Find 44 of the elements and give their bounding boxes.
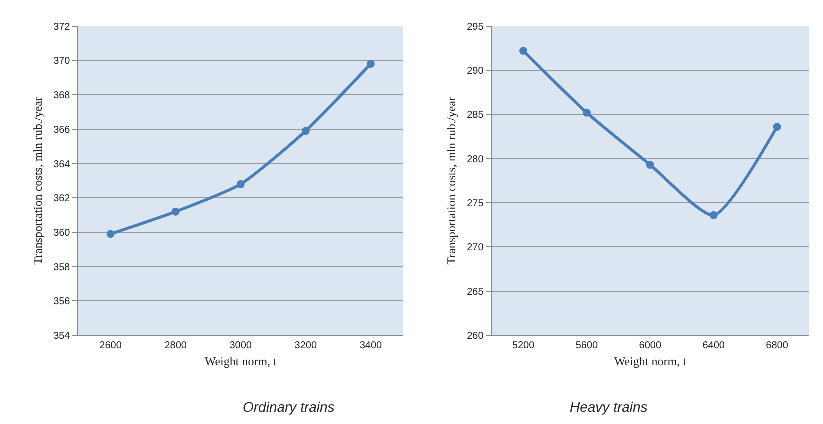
point	[236, 180, 245, 188]
y-tick-label: 275	[467, 198, 484, 210]
x-axis-title: Weight norm, t	[614, 354, 688, 368]
y-tick-label: 366	[54, 124, 71, 136]
y-tick-label: 290	[467, 66, 484, 77]
point	[520, 47, 528, 56]
text: Ordinary trains	[243, 399, 335, 415]
point	[172, 208, 180, 216]
y-tick-label: 362	[54, 194, 71, 205]
point	[366, 60, 375, 68]
point	[710, 211, 718, 220]
x-tick-label: 5600	[576, 340, 599, 352]
y-tick-label: 360	[54, 228, 71, 239]
point	[646, 161, 654, 170]
x-tick-label: 3000	[230, 340, 252, 352]
y-tick-label: 370	[54, 56, 71, 68]
y-tick-label: 280	[467, 154, 484, 166]
y-tick-label: 364	[54, 159, 71, 170]
y-tick-label: 260	[467, 331, 484, 342]
x-tick-label: 2600	[100, 340, 122, 352]
y-tick-label: 358	[54, 262, 71, 274]
x-tick-label: 3200	[294, 340, 318, 352]
y-tick-label: 285	[467, 110, 484, 122]
y-axis-title: Transportation costs, mln rub./year	[30, 97, 45, 265]
x-tick-label: 6000	[639, 340, 662, 352]
x-axis-title: Weight norm, t	[204, 354, 278, 368]
y-tick-label: 270	[467, 242, 484, 254]
x-tick-label: 6400	[702, 340, 726, 352]
y-tick-label: 354	[54, 331, 71, 342]
y-tick-label: 372	[54, 22, 71, 33]
x-tick-label: 2800	[164, 340, 188, 352]
x-tick-label: 6800	[766, 340, 789, 352]
point	[106, 230, 115, 238]
point	[302, 127, 310, 136]
x-tick-label: 3400	[360, 340, 383, 352]
y-axis-title: Transportation costs, mln rub./year	[444, 97, 458, 265]
point	[582, 108, 591, 117]
y-tick-label: 368	[54, 90, 71, 102]
y-tick-label: 265	[467, 286, 484, 298]
y-tick-label: 295	[467, 22, 484, 33]
point	[773, 123, 782, 132]
x-tick-label: 5200	[512, 340, 536, 352]
text: Heavy trains	[570, 399, 648, 415]
y-tick-label: 356	[54, 296, 71, 308]
